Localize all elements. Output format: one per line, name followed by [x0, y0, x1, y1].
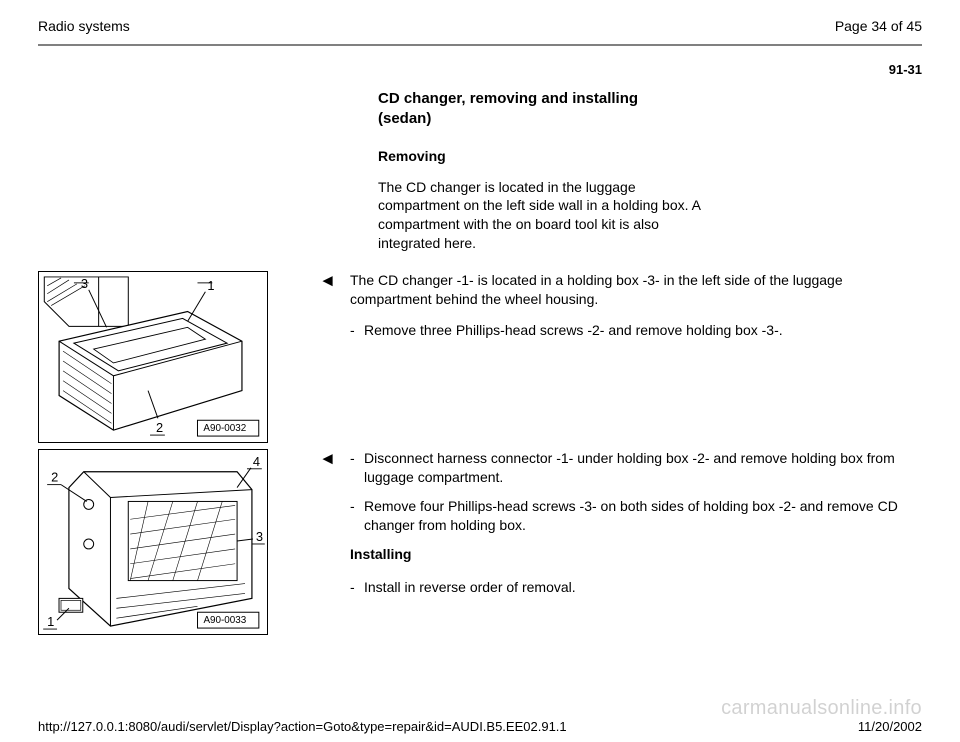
block1-bullet1: Remove three Phillips-head screws -2- an…: [364, 321, 922, 340]
section-title-line1: CD changer, removing and installing: [378, 90, 638, 107]
footer-url: http://127.0.0.1:8080/audi/servlet/Displ…: [38, 719, 567, 734]
fig2-callout-4: 4: [253, 454, 260, 469]
intro-text: The CD changer is located in the luggage…: [378, 178, 718, 254]
block2-bullet3: Install in reverse order of removal.: [364, 578, 922, 597]
fig2-callout-1: 1: [47, 614, 54, 629]
bullet-dash: -: [350, 449, 364, 487]
block1-paragraph: The CD changer -1- is located in a holdi…: [350, 271, 922, 309]
fig1-callout-1: 1: [207, 278, 214, 293]
block2-bullet2: Remove four Phillips-head screws -3- on …: [364, 497, 922, 535]
fig1-plate: A90-0032: [203, 423, 246, 434]
fig2-callout-3: 3: [256, 529, 263, 544]
fig1-callout-2: 2: [156, 420, 163, 435]
section-title: CD changer, removing and installing (sed…: [378, 89, 718, 130]
bullet-dash: -: [350, 497, 364, 535]
installing-label: Installing: [350, 545, 922, 564]
fig2-plate: A90-0033: [203, 615, 246, 626]
pointer-icon: ◄: [319, 450, 336, 467]
fig2-callout-2: 2: [51, 470, 58, 485]
removing-label: Removing: [378, 148, 718, 164]
page-label: Page 34 of 45: [835, 18, 922, 34]
block2-bullet1: Disconnect harness connector -1- under h…: [364, 449, 922, 487]
section-title-line2: (sedan): [378, 110, 431, 127]
footer-date: 11/20/2002: [858, 719, 922, 734]
figure-1: 3 1 2 A90-0032: [38, 271, 268, 443]
bullet-dash: -: [350, 321, 364, 340]
bullet-dash: -: [350, 578, 364, 597]
top-rule: [38, 44, 922, 46]
doc-title: Radio systems: [38, 18, 130, 34]
page-code: 91-31: [38, 62, 922, 77]
watermark: carmanualsonline.info: [721, 697, 922, 720]
figure-2: 2 4 3 1 A90-0033: [38, 449, 268, 635]
pointer-icon: ◄: [319, 272, 336, 289]
